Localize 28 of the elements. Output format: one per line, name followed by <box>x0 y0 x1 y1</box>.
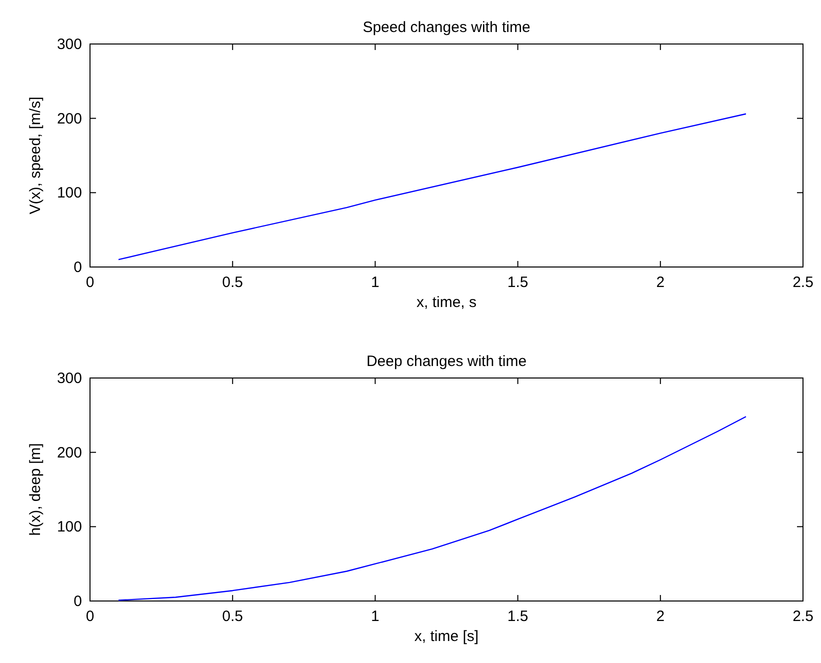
y-tick-label: 200 <box>56 444 82 462</box>
y-axis-title: V(x), speed, [m/s] <box>27 96 44 214</box>
y-tick-label: 0 <box>74 593 82 610</box>
y-tick-label: 100 <box>56 184 82 202</box>
y-tick-label: 100 <box>56 518 82 536</box>
x-tick-label: 1.5 <box>507 274 528 291</box>
x-tick-label: 2.5 <box>792 608 814 625</box>
x-tick-label: 0.5 <box>222 274 244 291</box>
y-tick-label: 0 <box>74 259 82 276</box>
x-axis-title: x, time [s] <box>414 628 479 645</box>
x-tick-label: 2 <box>656 274 665 291</box>
x-tick-label: 0.5 <box>222 608 244 625</box>
x-tick-label: 0 <box>86 608 94 625</box>
y-tick-label: 300 <box>56 370 82 387</box>
y-tick-label: 300 <box>56 36 82 53</box>
x-tick-label: 1 <box>371 608 380 625</box>
chart-title: Deep changes with time <box>366 353 527 370</box>
x-axis-title: x, time, s <box>416 294 477 311</box>
chart-title: Speed changes with time <box>362 19 530 36</box>
x-tick-label: 1.5 <box>507 608 528 625</box>
x-tick-label: 2.5 <box>792 274 814 291</box>
y-axis-title: h(x), deep [m] <box>27 443 44 536</box>
line-series <box>118 416 747 601</box>
x-tick-label: 0 <box>86 274 94 291</box>
line-series <box>118 113 747 260</box>
x-tick-label: 1 <box>371 274 380 291</box>
x-tick-label: 2 <box>656 608 665 625</box>
y-tick-label: 200 <box>56 110 82 128</box>
